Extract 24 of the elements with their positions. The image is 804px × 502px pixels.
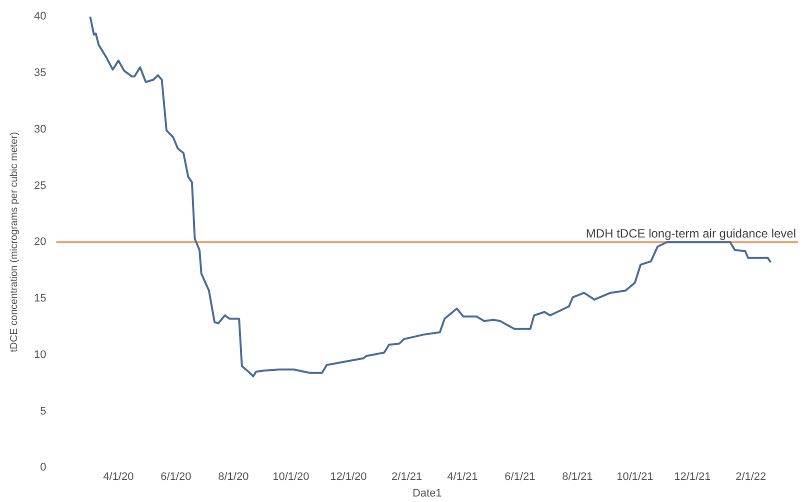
ref-line-label: MDH tDCE long-term air guidance level	[586, 226, 796, 240]
x-tick-label: 6/1/20	[160, 471, 192, 484]
x-tick-label: 2/1/22	[736, 471, 766, 484]
y-tick-label: 5	[40, 405, 46, 418]
y-tick-label: 30	[34, 123, 46, 136]
y-tick-label: 10	[34, 348, 46, 361]
y-tick-label: 25	[34, 180, 46, 192]
x-tick-label: 10/1/21	[616, 471, 654, 484]
y-tick-label: 40	[34, 10, 46, 23]
y-tick-label: 35	[34, 67, 46, 80]
x-tick-label: 10/1/20	[272, 471, 310, 484]
x-tick-label: 12/1/20	[330, 471, 367, 484]
x-tick-label: 12/1/21	[674, 471, 711, 484]
y-tick-label: 15	[34, 292, 46, 305]
x-tick-label: 6/1/21	[504, 471, 536, 484]
x-tick-label: 4/1/20	[103, 471, 134, 484]
x-tick-label: 8/1/21	[562, 471, 593, 484]
x-tick-label: 4/1/21	[447, 471, 478, 484]
x-axis-title: Date1	[412, 487, 442, 500]
y-tick-label: 0	[40, 462, 46, 474]
y-tick-label: 20	[34, 236, 46, 248]
x-tick-label: 8/1/20	[218, 471, 249, 484]
y-axis-title: tDCE concentration (micrograms per cubic meter)	[8, 132, 20, 352]
x-tick-label: 2/1/21	[392, 471, 422, 484]
